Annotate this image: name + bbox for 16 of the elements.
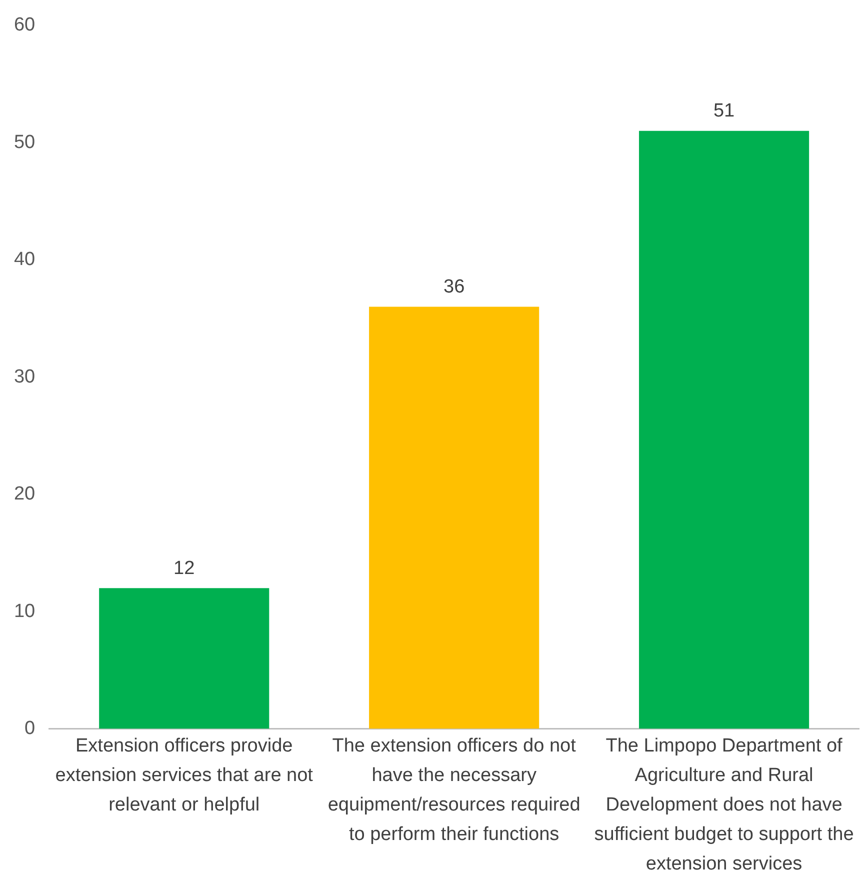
x-tick-label: Extension officers provide extension services that are not relevant or helpful [55,736,314,816]
data-label: 51 [713,100,735,122]
y-tick-label: 30 [14,366,36,388]
data-label: 36 [443,276,465,298]
x-tick-label: The extension officers do not have the necessary equipment/resources required to perform their functions [328,736,580,846]
y-tick-label: 50 [14,132,36,153]
x-tick-label: The Limpopo Department of Agriculture and Rural Development does not have sufficient budget to support the extension services [594,736,854,875]
bar [369,306,540,729]
bar [638,130,810,729]
y-tick-label: 0 [24,718,36,739]
bar [99,588,270,729]
y-tick-label: 40 [14,249,36,270]
y-tick-label: 20 [14,484,36,505]
data-label: 12 [174,558,195,579]
y-tick-label: 10 [14,600,36,622]
y-tick-label: 60 [14,14,36,36]
